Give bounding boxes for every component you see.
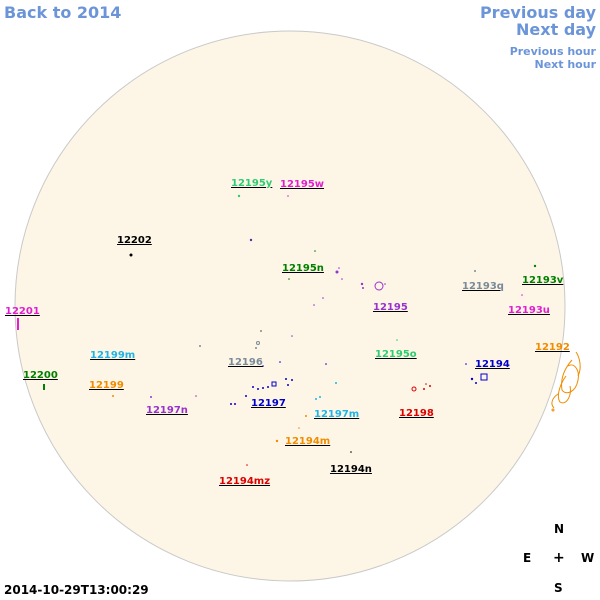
- region-label-12195[interactable]: 12195: [373, 302, 408, 313]
- region-label-12192[interactable]: 12192: [535, 342, 570, 353]
- sunspot-12194n: [350, 451, 352, 453]
- region-label-12200[interactable]: 12200: [23, 370, 58, 381]
- sunspot-12195-d: [360, 282, 364, 286]
- sunspot-12195-a: [335, 270, 339, 274]
- compass-west: W: [581, 551, 595, 565]
- previous-hour-link[interactable]: Previous hour: [509, 45, 596, 58]
- region-label-12195w[interactable]: 12195w: [280, 179, 324, 190]
- sunspot-12202: [129, 253, 133, 257]
- sunspot-12193v: [533, 264, 537, 268]
- region-label-12195o[interactable]: 12195o: [375, 349, 417, 360]
- sunspot-12199: [112, 395, 114, 397]
- next-day-link[interactable]: Next day: [516, 20, 596, 39]
- sunspot-12194-a: [470, 377, 474, 381]
- sunspot-12194mz: [246, 464, 248, 466]
- sunspot-12193q: [474, 270, 476, 272]
- region-label-12197[interactable]: 12197: [251, 398, 286, 409]
- region-label-12195y[interactable]: 12195y: [231, 178, 273, 189]
- sunspot-12195-c: [341, 278, 343, 280]
- sunspot-12196-d: [199, 345, 201, 347]
- region-labels: 12195y 12195w 12202 12195n 12193q 12193v…: [5, 178, 570, 487]
- next-hour-link[interactable]: Next hour: [534, 58, 597, 71]
- sunspot-12200: [43, 384, 45, 390]
- region-label-12198[interactable]: 12198: [399, 408, 434, 419]
- sunspot-12196-e: [291, 335, 293, 337]
- sunspot-markers: [17, 194, 581, 466]
- sunspot-12201: [17, 318, 19, 330]
- region-label-12199[interactable]: 12199: [89, 380, 124, 391]
- sunspot-12194m-b: [298, 427, 300, 429]
- sunspot-12197n: [150, 396, 152, 398]
- sunspot-12196-a: [260, 330, 262, 332]
- sunspot-12197m-c: [335, 382, 337, 384]
- sunspot-12193u: [521, 294, 523, 296]
- sunspot-12194m-c: [275, 439, 279, 443]
- sunspot-12192-group: [551, 351, 581, 412]
- sunspot-12195-f: [384, 283, 386, 285]
- sunspot-12195n-b: [288, 278, 290, 280]
- solar-disk: [14, 30, 566, 582]
- sunspot-12195-g: [322, 297, 324, 299]
- observation-timestamp: 2014-10-29T13:00:29: [4, 583, 149, 597]
- region-label-12193v[interactable]: 12193v: [522, 275, 564, 286]
- sunspot-12195-h: [313, 304, 315, 306]
- sunspot-12197m-b: [319, 396, 321, 398]
- region-label-12195n[interactable]: 12195n: [282, 263, 324, 274]
- compass-center-icon: +: [553, 550, 565, 566]
- sunspot-12195y: [237, 194, 241, 198]
- region-label-12194n[interactable]: 12194n: [330, 464, 372, 475]
- sunspot-12197n-b: [195, 395, 197, 397]
- sunspot-12197-group: [230, 361, 327, 405]
- sunspot-12196-b: [256, 341, 260, 345]
- compass-south: S: [554, 581, 563, 595]
- sunspot-12195n: [314, 250, 316, 252]
- region-label-12197m[interactable]: 12197m: [314, 409, 359, 420]
- sunspot-12198-group: [411, 383, 431, 392]
- sunspot-12202b: [249, 238, 253, 242]
- sunspot-12194-b: [475, 382, 477, 384]
- sunspot-12195-ring: [374, 281, 384, 291]
- previous-day-link[interactable]: Previous day: [479, 3, 596, 22]
- back-to-year-link[interactable]: Back to 2014: [4, 3, 122, 22]
- sunspot-12196-c: [255, 347, 257, 349]
- sunspot-12195o: [396, 339, 398, 341]
- sunspot-12197m-a: [315, 398, 317, 400]
- region-label-12194m[interactable]: 12194m: [285, 436, 330, 447]
- compass-north: N: [554, 522, 565, 536]
- region-label-12197n[interactable]: 12197n: [146, 405, 188, 416]
- region-label-12201[interactable]: 12201: [5, 306, 40, 317]
- sunspot-12195-e: [362, 287, 364, 289]
- sunspot-12195w: [287, 195, 289, 197]
- region-label-12196[interactable]: 12196: [228, 357, 263, 368]
- sunspot-12194-d: [465, 363, 467, 365]
- region-label-12194[interactable]: 12194: [475, 359, 510, 370]
- sunspot-12194m-a: [305, 415, 307, 417]
- region-label-12194mz[interactable]: 12194mz: [219, 476, 270, 487]
- sunspot-12194-c: [480, 373, 488, 381]
- region-label-12193u[interactable]: 12193u: [508, 305, 550, 316]
- region-label-12199m[interactable]: 12199m: [90, 350, 135, 361]
- sunspot-12195-b: [338, 267, 340, 269]
- region-label-12202[interactable]: 12202: [117, 235, 152, 246]
- region-label-12193q[interactable]: 12193q: [462, 281, 504, 292]
- compass-east: E: [523, 551, 532, 565]
